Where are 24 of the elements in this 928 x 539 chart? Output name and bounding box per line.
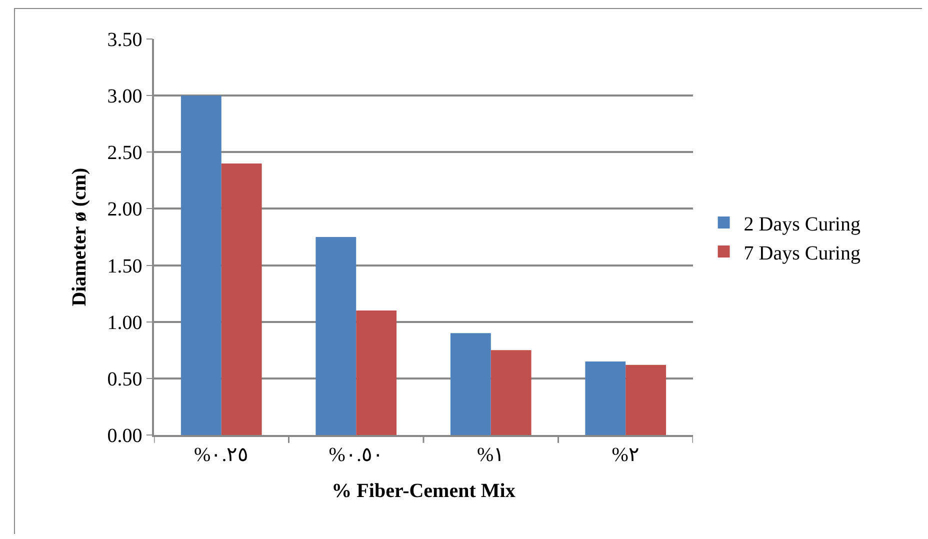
y-tick-label: 0.50: [107, 368, 142, 390]
y-tick-label: 3.00: [107, 86, 142, 108]
y-tick-label: 3.50: [107, 29, 142, 51]
y-tick-label: 2.50: [107, 142, 142, 164]
x-tick-label: %٢: [612, 444, 640, 466]
bar: [626, 364, 666, 435]
y-tick-label: 2.00: [107, 198, 142, 221]
y-axis-title: Diameter ø (cm): [68, 168, 90, 306]
y-tick-label: 0.00: [107, 425, 142, 447]
x-tick-label: %١: [477, 444, 505, 466]
bar: [585, 361, 626, 435]
legend-label: 2 Days Curing: [744, 213, 860, 236]
bar: [316, 237, 356, 435]
y-tick-label: 1.00: [107, 312, 142, 334]
legend-label: 7 Days Curing: [744, 242, 860, 264]
bar: [450, 333, 491, 435]
y-tick-label: 1.50: [107, 255, 142, 278]
x-axis-title: % Fiber-Cement Mix: [332, 480, 516, 502]
bar: [221, 163, 262, 435]
bar: [180, 96, 222, 435]
x-tick-label: %٠.٥٠: [328, 444, 384, 466]
bar: [490, 350, 532, 435]
x-tick-label: %٠.٢٥: [194, 444, 249, 466]
bar: [356, 310, 397, 435]
